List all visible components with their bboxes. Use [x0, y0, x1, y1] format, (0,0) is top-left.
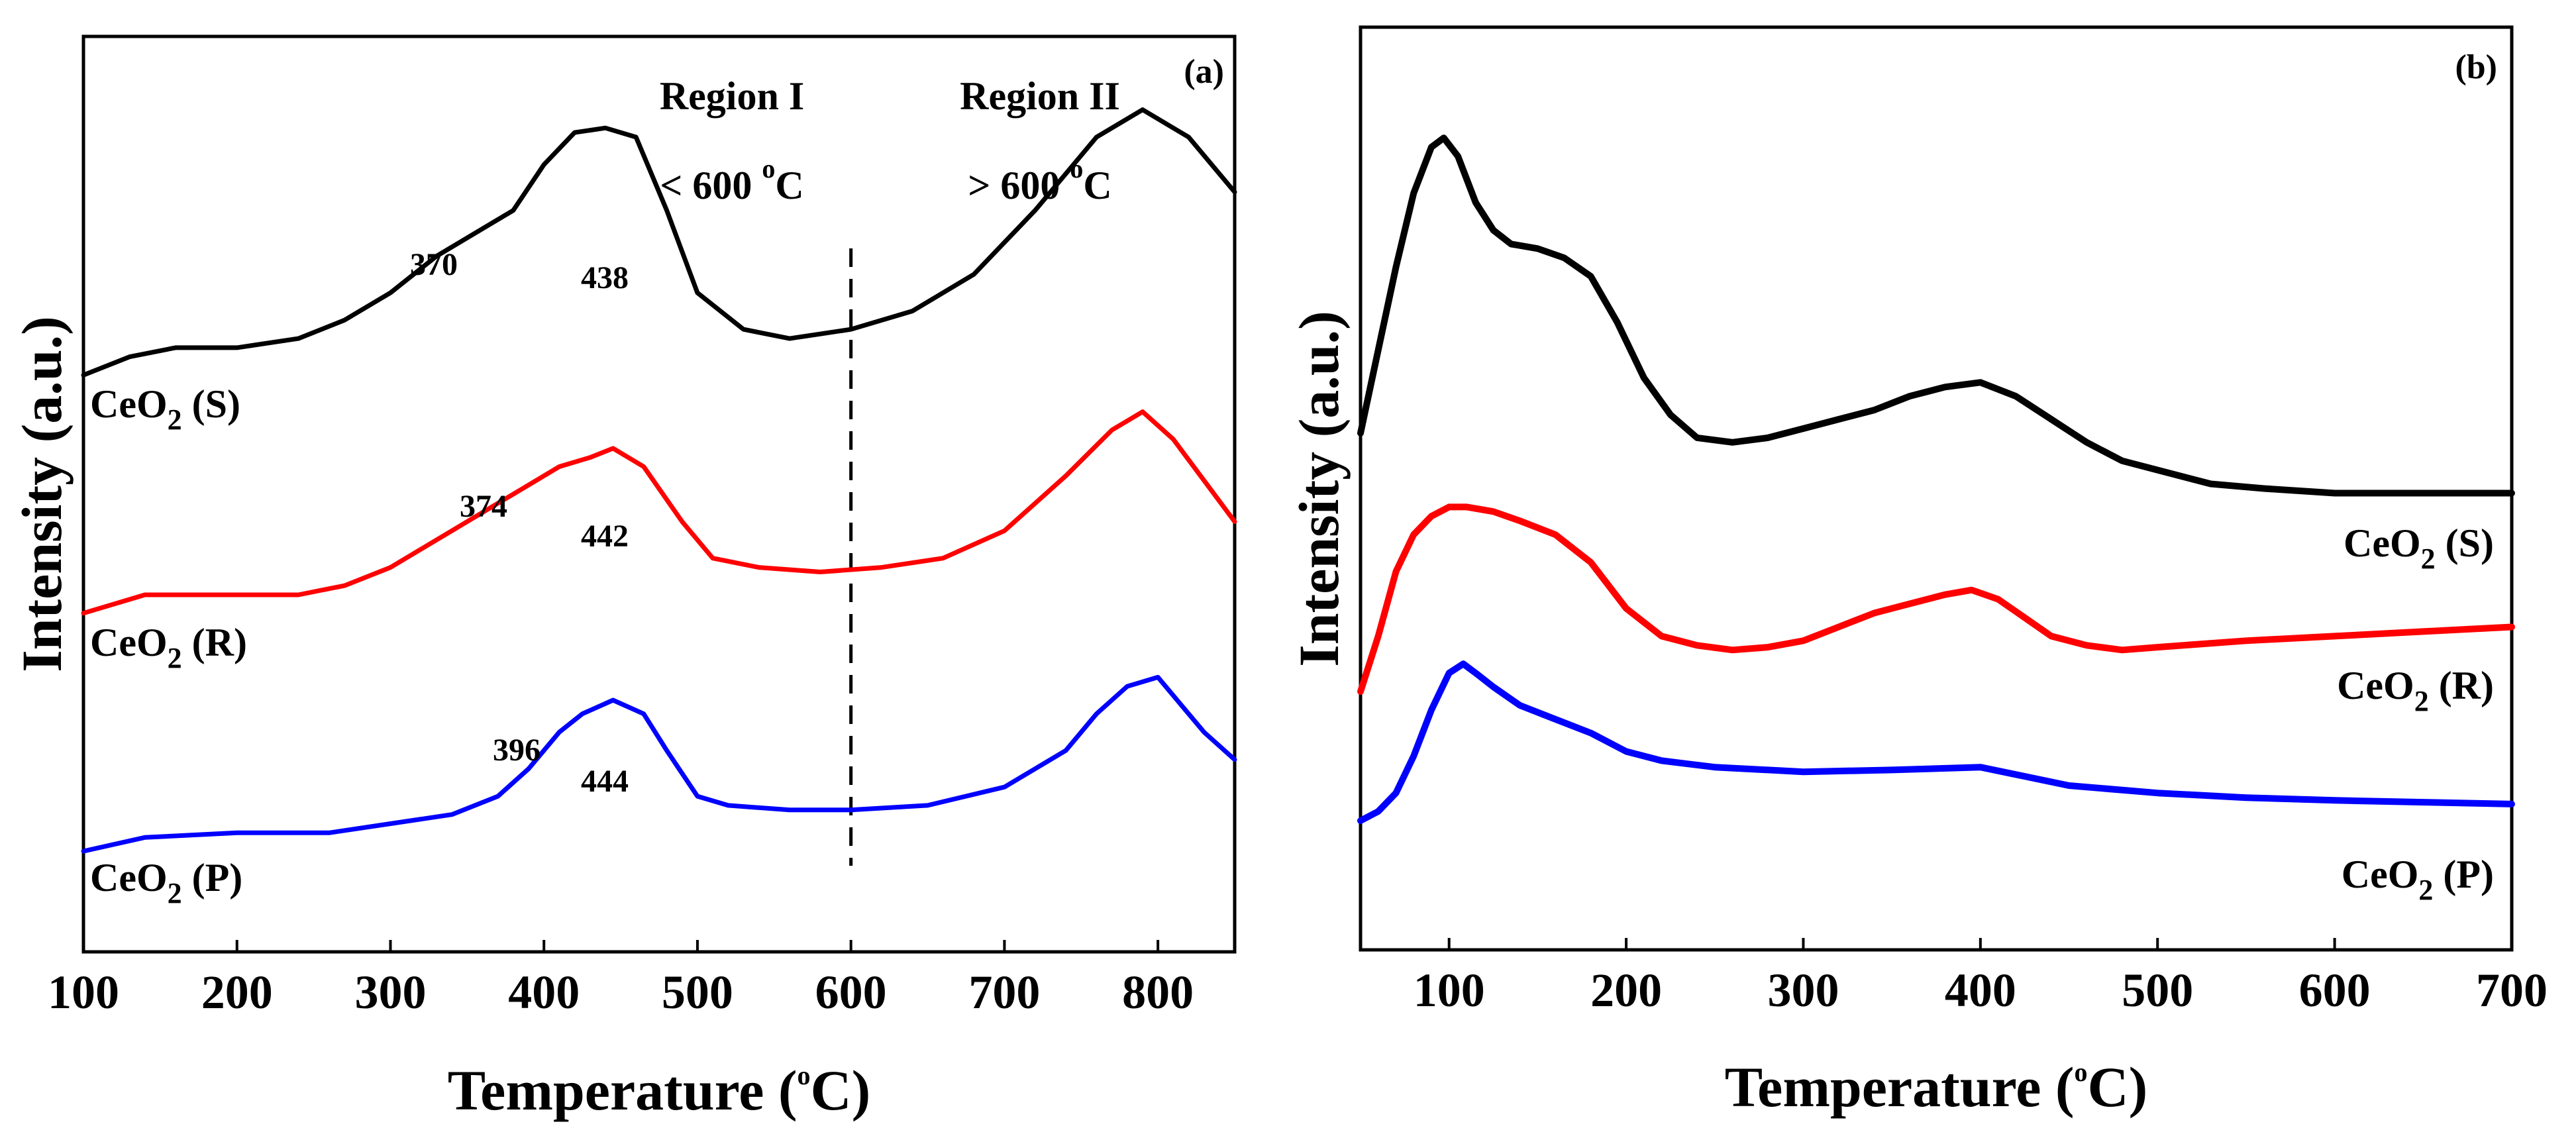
- x-tick-label: 200: [201, 966, 273, 1019]
- series-line-p: [81, 674, 1237, 854]
- x-tick-label: 300: [1767, 964, 1839, 1017]
- series-label-b-s: CeO2 (S): [2344, 521, 2494, 575]
- panel-a-y-axis-title: Intensity (a.u.): [10, 316, 74, 672]
- peak-label-p-444: 444: [581, 764, 629, 799]
- x-tick-label: 600: [2299, 964, 2371, 1017]
- peak-label-r-442: 442: [581, 519, 629, 554]
- series-label-b-r: CeO2 (R): [2337, 664, 2494, 717]
- x-tick-label: 800: [1122, 966, 1194, 1019]
- x-tick-label: 500: [662, 966, 733, 1019]
- x-tick-label: 100: [1414, 964, 1485, 1017]
- region-1-range: < 600 oC: [660, 154, 804, 207]
- x-tick-label: 600: [815, 966, 887, 1019]
- panel-b-frame: [1359, 25, 2514, 952]
- region-2-title: Region II: [960, 74, 1120, 118]
- x-tick-label: 700: [968, 966, 1040, 1019]
- x-tick-label: 300: [354, 966, 426, 1019]
- series-label-a-s: CeO2 (S): [90, 382, 240, 436]
- x-tick-label: 400: [508, 966, 580, 1019]
- panel-b-x-ticks: 100 200 300 400 500 600 700: [1414, 938, 2548, 1017]
- peak-label-s-370: 370: [410, 247, 458, 282]
- region-1-title: Region I: [660, 74, 804, 118]
- panel-b: 100 200 300 400 500 600 700 (b) CeO2 (S) CeO2 …: [1287, 25, 2548, 1119]
- panel-b-y-axis-title: Intensity (a.u.): [1287, 311, 1351, 667]
- series-label-b-p: CeO2 (P): [2342, 852, 2494, 906]
- panel-a-x-ticks: 100 200 300 400 500 600 700 800: [48, 940, 1194, 1019]
- panel-a-tag: (a): [1184, 53, 1224, 91]
- x-tick-label: 700: [2476, 964, 2548, 1017]
- panel-b-series: [1357, 134, 2515, 824]
- panel-a-series: [81, 107, 1237, 854]
- series-line-p: [1357, 660, 2515, 824]
- x-tick-label: 100: [48, 966, 119, 1019]
- panel-a-frame: [81, 34, 1237, 954]
- x-tick-label: 400: [1945, 964, 2016, 1017]
- series-line-r: [1357, 503, 2515, 695]
- panel-a: 100 200 300 400 500 600 700 800 (a) Region I < …: [10, 34, 1237, 1122]
- peak-label-s-438: 438: [581, 260, 629, 295]
- peak-label-r-374: 374: [460, 489, 507, 524]
- series-line-r: [81, 409, 1237, 616]
- panel-a-x-axis-title: Temperature (oC): [448, 1058, 871, 1122]
- panel-b-x-axis-title: Temperature (oC): [1725, 1055, 2148, 1119]
- x-tick-label: 500: [2122, 964, 2193, 1017]
- series-line-s: [81, 107, 1237, 378]
- peak-label-p-396: 396: [493, 733, 541, 768]
- series-line-s: [1357, 134, 2515, 497]
- series-label-a-p: CeO2 (P): [90, 856, 242, 909]
- series-label-a-r: CeO2 (R): [90, 621, 247, 674]
- panel-b-tag: (b): [2455, 48, 2497, 86]
- x-tick-label: 200: [1590, 964, 1662, 1017]
- region-2-range: > 600 oC: [968, 154, 1112, 207]
